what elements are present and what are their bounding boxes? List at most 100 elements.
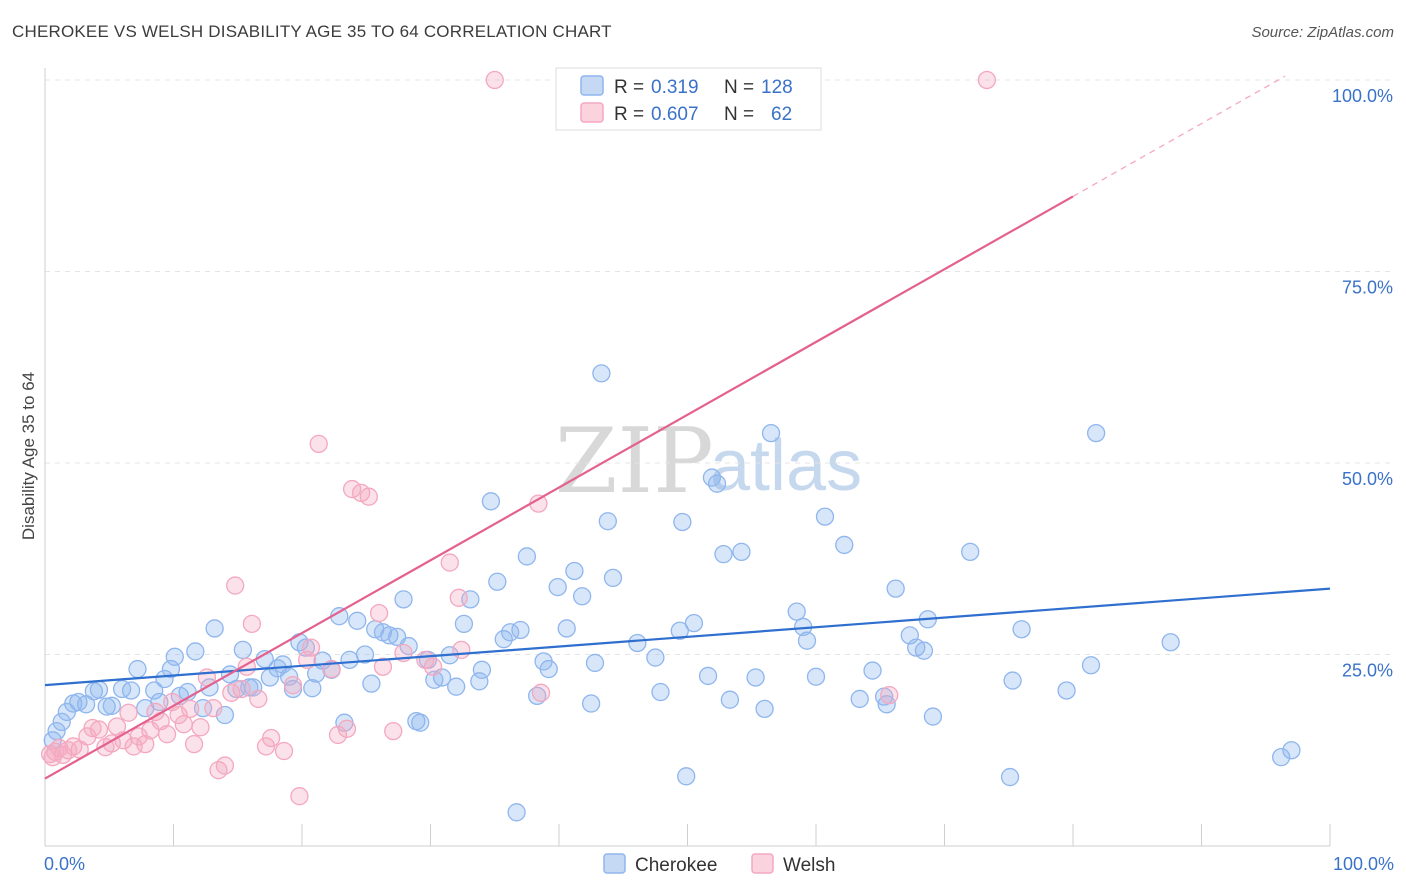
- cherokee-point: [815, 507, 835, 526]
- welsh-trend-line: [44, 195, 1074, 780]
- cherokee-point: [1086, 423, 1106, 443]
- cherokee-point: [447, 677, 466, 696]
- legend-cherokee-n-label: N =: [724, 77, 754, 98]
- welsh-point: [449, 588, 468, 607]
- cherokee-point: [914, 641, 934, 660]
- y-tick-labels: 25.0% 50.0% 75.0% 100.0%: [1332, 86, 1393, 681]
- cherokee-point: [707, 474, 727, 493]
- welsh-point: [977, 70, 997, 90]
- legend-top: R = 0.319 N = 128 R = 0.607 N = 62: [555, 67, 822, 131]
- cherokee-point: [165, 647, 184, 666]
- cherokee-point: [150, 692, 169, 712]
- cherokee-point: [89, 680, 109, 699]
- welsh-point: [232, 679, 251, 699]
- chart-title: CHEROKEE VS WELSH DISABILITY AGE 35 TO 6…: [12, 22, 612, 41]
- grid-lines: [45, 79, 1392, 655]
- cherokee-point: [886, 579, 905, 598]
- cherokee-point: [732, 542, 751, 562]
- cherokee-point: [961, 542, 980, 562]
- cherokee-point: [355, 645, 375, 664]
- cherokee-point: [720, 690, 740, 709]
- cherokee-point: [1003, 671, 1022, 690]
- cherokee-point: [472, 660, 492, 679]
- cherokee-point: [797, 631, 817, 650]
- cherokee-point: [806, 667, 826, 686]
- cherokee-point: [1000, 767, 1020, 787]
- welsh-point: [226, 576, 245, 595]
- welsh-point: [373, 657, 393, 676]
- cherokee-point: [517, 547, 537, 566]
- cherokee-point: [646, 648, 665, 667]
- legend-welsh-r-label: R =: [614, 104, 644, 125]
- welsh-point: [274, 741, 294, 761]
- cherokee-point: [628, 633, 647, 653]
- watermark-zip: ZIP: [555, 409, 714, 514]
- welsh-point: [184, 734, 204, 754]
- legend-cherokee-r-label: R =: [614, 77, 644, 98]
- welsh-point: [880, 685, 899, 705]
- cherokee-point: [670, 621, 689, 640]
- cherokee-point: [539, 659, 558, 679]
- legend-cherokee-n-value: 128: [761, 77, 793, 98]
- welsh-point: [485, 70, 504, 90]
- cherokee-point: [761, 423, 781, 443]
- cherokee-point: [835, 535, 854, 555]
- watermark: ZIP atlas: [555, 409, 862, 514]
- cherokee-point: [557, 619, 576, 638]
- cherokee-point: [746, 668, 765, 687]
- cherokee-point: [507, 803, 526, 822]
- cherokee-point: [787, 602, 806, 621]
- cherokee-point: [145, 681, 164, 700]
- cherokee-point: [1012, 620, 1031, 639]
- cherokee-point: [677, 767, 696, 786]
- legend-bottom-welsh-label: Welsh: [783, 855, 835, 876]
- cherokee-point: [303, 679, 322, 698]
- y-tick-label-50: 50.0%: [1342, 469, 1393, 489]
- x-tick-label-100: 100.0%: [1333, 854, 1394, 874]
- cherokee-point: [1272, 747, 1291, 767]
- welsh-point: [290, 787, 309, 806]
- cherokee-point: [244, 678, 263, 697]
- legend-bottom-cherokee-swatch: [603, 853, 626, 874]
- welsh-point: [83, 718, 102, 738]
- welsh-point: [452, 640, 471, 660]
- legend-bottom-cherokee-label: Cherokee: [635, 855, 717, 876]
- cherokee-point: [494, 630, 513, 649]
- legend-welsh-n-label: N =: [724, 104, 754, 125]
- cherokee-point: [1161, 633, 1180, 652]
- cherokee-point: [362, 674, 381, 693]
- welsh-point: [531, 683, 551, 702]
- cherokee-point: [128, 659, 147, 679]
- welsh-point: [204, 698, 223, 718]
- welsh-point: [136, 734, 155, 754]
- x-tick-label-0: 0.0%: [44, 854, 85, 874]
- cherokee-point: [850, 689, 869, 709]
- cherokee-point: [572, 587, 592, 606]
- welsh-point: [215, 756, 235, 775]
- legend-welsh-r-value: 0.607: [651, 104, 699, 125]
- cherokee-point: [454, 614, 474, 634]
- welsh-point: [369, 603, 389, 623]
- cherokee-point: [755, 699, 774, 719]
- cherokee-point: [186, 642, 205, 661]
- welsh-point: [384, 721, 403, 741]
- cherokee-point: [488, 572, 507, 591]
- welsh-trend-extension: [1072, 75, 1286, 197]
- cherokee-point: [470, 672, 489, 691]
- cherokee-point: [698, 666, 718, 686]
- cherokee-point: [97, 697, 116, 716]
- cherokee-point: [923, 707, 943, 726]
- legend-cherokee-swatch: [580, 75, 604, 96]
- watermark-atlas: atlas: [710, 426, 862, 506]
- cherokee-point: [102, 696, 121, 715]
- cherokee-point: [233, 640, 253, 660]
- cherokee-point: [52, 712, 71, 732]
- cherokee-point: [348, 611, 367, 630]
- trend-lines: [44, 75, 1331, 780]
- cherokee-point: [193, 698, 213, 718]
- legend-welsh-swatch: [580, 102, 604, 123]
- cherokee-trend-line: [44, 587, 1331, 687]
- cherokee-point: [684, 613, 704, 633]
- welsh-point: [242, 614, 262, 634]
